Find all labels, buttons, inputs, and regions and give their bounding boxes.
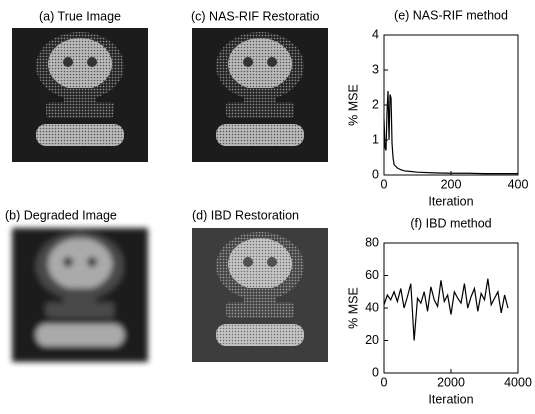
y-axis-label: % MSE	[346, 84, 360, 126]
plot-frame	[384, 35, 518, 175]
x-axis-label: Iteration	[428, 194, 473, 208]
x-tick-label: 0	[381, 375, 388, 389]
y-tick-label: 80	[365, 235, 379, 249]
image-panel: (a) True Image	[12, 9, 148, 162]
x-tick-label: 4000	[504, 375, 532, 389]
x-tick-label: 400	[508, 177, 529, 191]
image-panel: (b) Degraded Image	[5, 208, 148, 362]
y-tick-label: 60	[365, 268, 379, 282]
panel-label: (b) Degraded Image	[5, 208, 117, 222]
figure: (a) True Image (c) NAS-RIF Restoratio (b…	[0, 0, 535, 414]
y-tick-label: 1	[372, 132, 379, 146]
x-tick-label: 0	[381, 177, 388, 191]
x-axis-label: Iteration	[428, 392, 473, 406]
image-panel: (c) NAS-RIF Restoratio	[191, 9, 328, 162]
panel-label: (d) IBD Restoration	[192, 208, 299, 222]
data-line	[384, 91, 518, 174]
y-tick-label: 2	[372, 97, 379, 111]
y-tick-label: 0	[372, 167, 379, 181]
x-tick-label: 2000	[437, 375, 465, 389]
y-tick-label: 0	[372, 365, 379, 379]
y-tick-label: 40	[365, 300, 379, 314]
y-tick-label: 20	[365, 333, 379, 347]
chart-title: (f) IBD method	[410, 216, 491, 230]
panel-label: (a) True Image	[39, 9, 121, 23]
y-tick-label: 3	[372, 62, 379, 76]
y-axis-label: % MSE	[346, 287, 360, 329]
y-tick-label: 4	[372, 27, 379, 41]
x-tick-label: 200	[441, 177, 462, 191]
chart-title: (e) NAS-RIF method	[394, 8, 508, 22]
panel-label: (c) NAS-RIF Restoratio	[191, 9, 320, 23]
image-panel: (d) IBD Restoration	[192, 208, 328, 362]
data-line	[384, 279, 508, 341]
